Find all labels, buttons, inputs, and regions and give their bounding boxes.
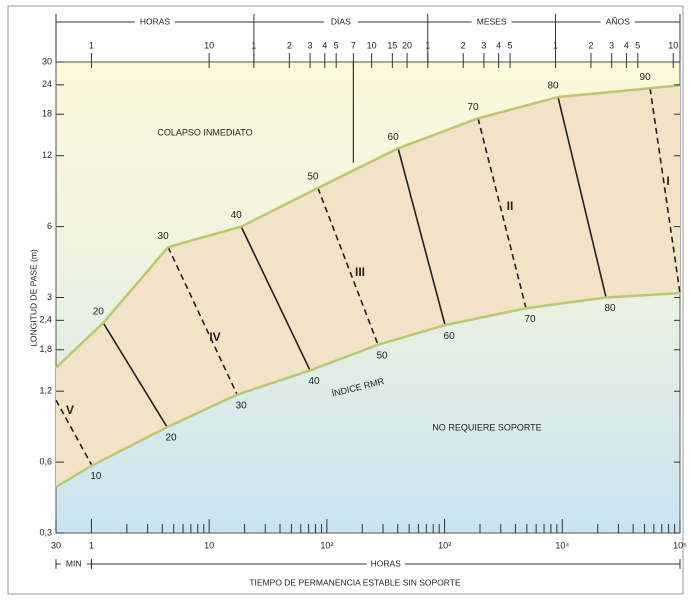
top-tick-label: 2 bbox=[588, 40, 593, 50]
rmr-label: 70 bbox=[524, 314, 536, 325]
top-group-label: HORAS bbox=[140, 16, 171, 26]
rmr-label: 40 bbox=[309, 376, 321, 387]
top-group-label: MESES bbox=[477, 16, 507, 26]
zone-label: IV bbox=[209, 330, 220, 344]
top-tick-label: 7 bbox=[351, 40, 356, 50]
x-tick-label: 1 bbox=[89, 540, 94, 550]
rmr-line bbox=[167, 246, 238, 396]
y-tick-label: 3 bbox=[47, 292, 52, 302]
rmr-line bbox=[317, 187, 379, 346]
top-group-label: DÍAS bbox=[331, 16, 351, 26]
y-tick-label: 2,4 bbox=[39, 315, 52, 325]
rmr-line bbox=[557, 96, 607, 298]
top-tick-label: 4 bbox=[496, 40, 501, 50]
rmr-label: 30 bbox=[236, 400, 248, 411]
y-tick-label: 1,2 bbox=[39, 386, 52, 396]
y-tick-label: 0,3 bbox=[39, 527, 52, 537]
rmr-label: 60 bbox=[388, 132, 400, 143]
rmr-label: 50 bbox=[307, 172, 319, 183]
y-tick-label: 24 bbox=[42, 79, 52, 89]
top-tick-label: 1 bbox=[251, 40, 256, 50]
x-tick-label: 10 bbox=[204, 540, 214, 550]
rmr-line bbox=[55, 399, 93, 466]
rmr-label: 30 bbox=[158, 231, 170, 242]
y-tick-label: 18 bbox=[42, 109, 52, 119]
y-tick-label: 0,6 bbox=[39, 456, 52, 466]
rmr-label: 90 bbox=[640, 72, 652, 83]
x-tick-label: 10⁵ bbox=[673, 540, 687, 550]
top-tick-label: 20 bbox=[402, 40, 412, 50]
rmr-label: 20 bbox=[165, 433, 177, 444]
rmr-label: 80 bbox=[605, 303, 617, 314]
unit-group-label: MIN bbox=[66, 558, 82, 568]
rmr-label: 60 bbox=[444, 331, 456, 342]
x-tick-label: 10³ bbox=[438, 540, 451, 550]
top-tick-label: 3 bbox=[308, 40, 313, 50]
top-tick-label: 10 bbox=[668, 40, 678, 50]
top-tick-label: 15 bbox=[387, 40, 397, 50]
label-bg bbox=[60, 558, 87, 570]
y-tick-label: 30 bbox=[42, 56, 52, 66]
label-bg bbox=[323, 16, 358, 28]
x-axis-label: TIEMPO DE PERMANENCIA ESTABLE SIN SOPORT… bbox=[249, 577, 461, 587]
rmr-label: 50 bbox=[376, 350, 388, 361]
boundary-curve bbox=[55, 84, 681, 369]
rmr-label: 20 bbox=[93, 307, 105, 318]
annotation: COLAPSO INMEDIATO bbox=[157, 127, 252, 137]
label-bg bbox=[471, 16, 512, 28]
label-bg bbox=[134, 16, 175, 28]
zone-label: II bbox=[507, 199, 514, 213]
rmr-label: 40 bbox=[231, 210, 243, 221]
top-tick-label: 5 bbox=[334, 40, 339, 50]
zone-label: V bbox=[66, 403, 74, 417]
x-tick-label: 10⁴ bbox=[555, 540, 569, 550]
top-tick-label: 4 bbox=[322, 40, 327, 50]
y-tick-label: 12 bbox=[42, 150, 52, 160]
label-bg bbox=[600, 16, 635, 28]
top-tick-label: 1 bbox=[553, 40, 558, 50]
unit-group-label: HORAS bbox=[371, 558, 402, 568]
y-axis-label: LONGITUD DE PASE (m) bbox=[28, 249, 38, 347]
zone-label: III bbox=[355, 265, 365, 279]
top-tick-label: 2 bbox=[461, 40, 466, 50]
rmr-line bbox=[649, 88, 681, 294]
top-tick-label: 1 bbox=[425, 40, 430, 50]
top-tick-label: 3 bbox=[609, 40, 614, 50]
top-tick-label: 4 bbox=[624, 40, 629, 50]
top-tick-label: 1 bbox=[89, 40, 94, 50]
annotation: NO REQUIERE SOPORTE bbox=[432, 422, 541, 432]
label-bg bbox=[366, 558, 405, 570]
rmr-line bbox=[477, 118, 527, 309]
top-tick-label: 5 bbox=[508, 40, 513, 50]
top-tick-label: 10 bbox=[367, 40, 377, 50]
rmr-line bbox=[397, 148, 446, 326]
rmr-line bbox=[240, 226, 311, 371]
rmr-label: 10 bbox=[90, 471, 102, 482]
rmr-line bbox=[102, 322, 168, 428]
top-tick-label: 10 bbox=[204, 40, 214, 50]
top-tick-label: 2 bbox=[287, 40, 292, 50]
x-tick-label: 10² bbox=[320, 540, 333, 550]
top-tick-label: 5 bbox=[635, 40, 640, 50]
stable-band bbox=[56, 85, 680, 488]
zone-label: I bbox=[666, 174, 669, 188]
y-tick-label: 1,8 bbox=[39, 344, 52, 354]
rmr-label: 70 bbox=[467, 102, 479, 113]
top-tick-label: 3 bbox=[481, 40, 486, 50]
y-tick-label: 6 bbox=[47, 221, 52, 231]
plot-layer bbox=[55, 62, 681, 489]
rmr-label: 80 bbox=[547, 81, 559, 92]
boundary-curve bbox=[55, 291, 681, 489]
top-group-label: AÑOS bbox=[606, 16, 630, 26]
x-tick-label: 30 bbox=[51, 540, 61, 550]
